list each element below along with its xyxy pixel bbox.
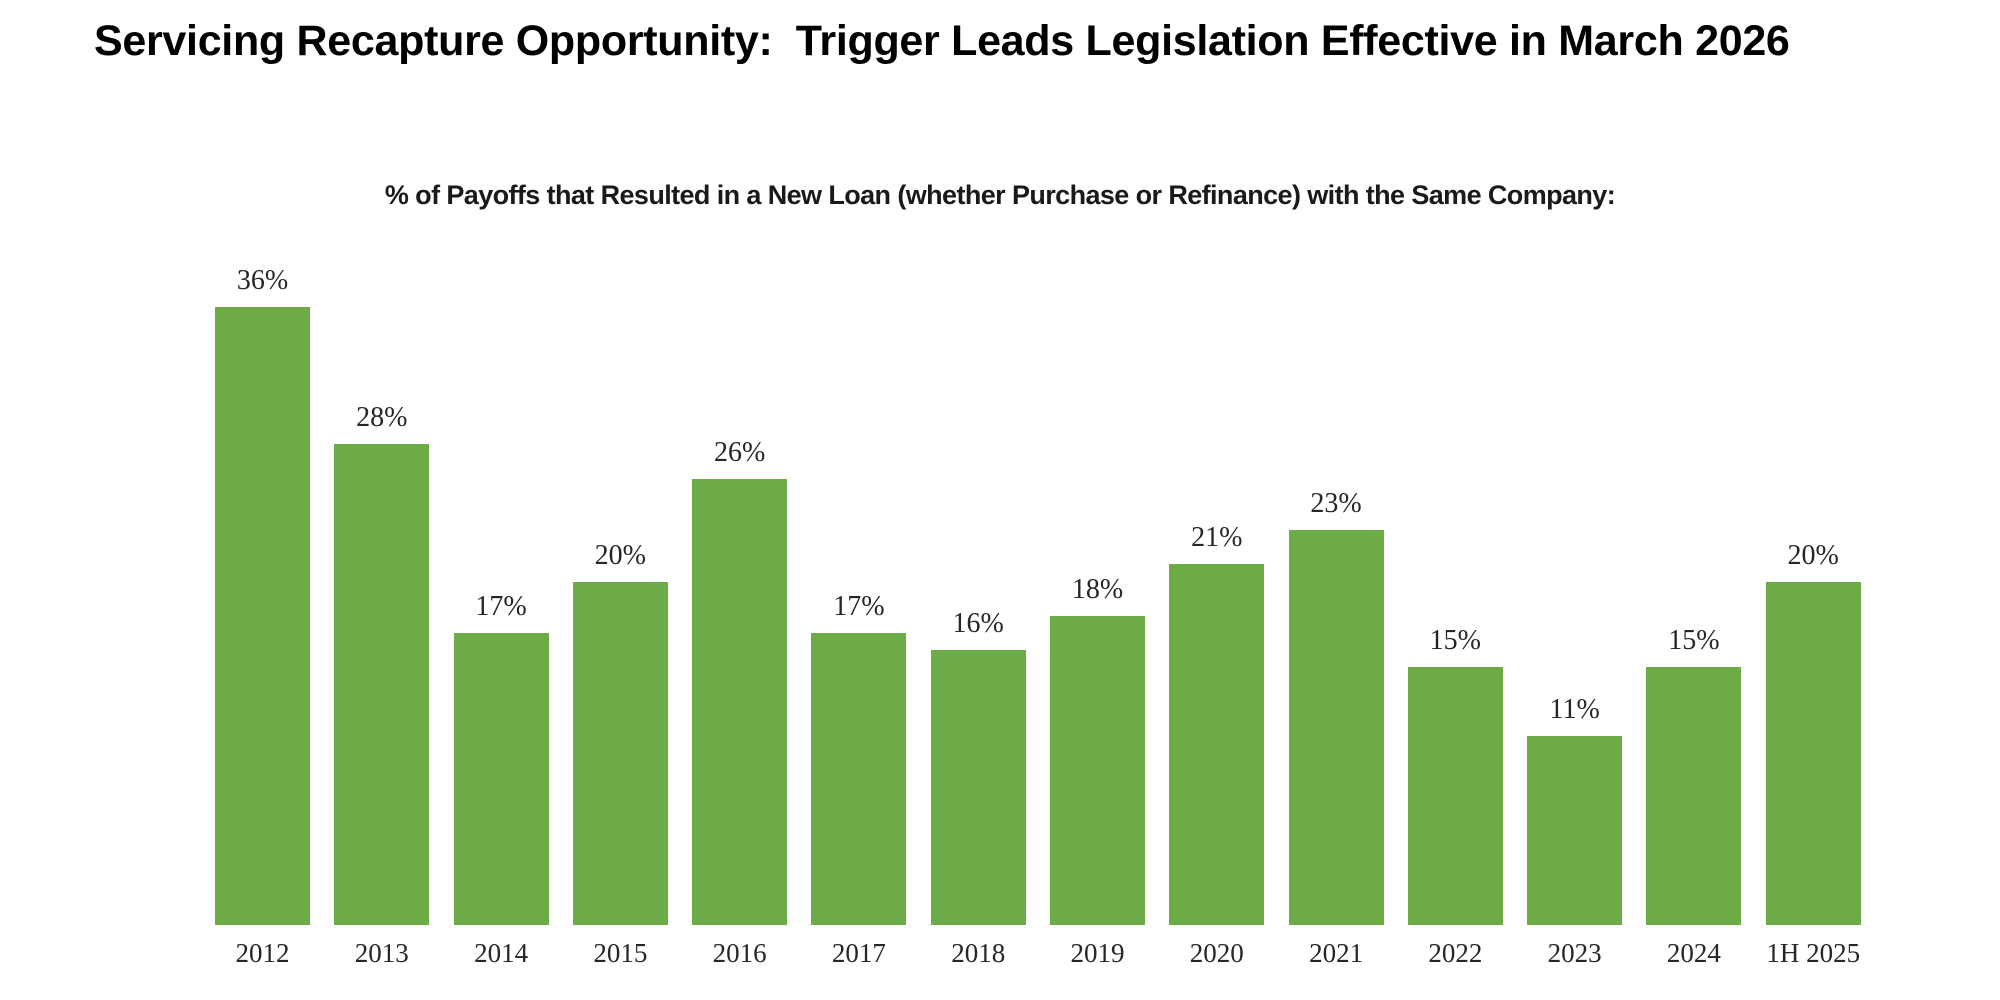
- x-axis-label: 2015: [593, 938, 648, 968]
- chart-plot-area: 36% 2012 28% 2013 17% 2014 20% 2015 26% 2016 17% 20…: [215, 120, 1885, 967]
- x-axis-label: 2018: [951, 938, 1006, 968]
- bar-group: 18% 2019: [1050, 120, 1145, 967]
- bar-value-label: 28%: [356, 402, 408, 434]
- bar: [930, 650, 1026, 925]
- bar-group: 28% 2013: [334, 120, 430, 967]
- bar-value-label: 17%: [475, 591, 527, 623]
- x-axis-label: 2020: [1189, 938, 1244, 968]
- x-axis-label: 2017: [831, 938, 886, 968]
- x-axis-label: 2023: [1547, 938, 1602, 968]
- bar-group: 17% 2014: [453, 120, 549, 967]
- bar-value-label: 18%: [1071, 573, 1124, 605]
- bar-group: 20% 2015: [572, 120, 668, 967]
- bar-group: 17% 2017: [811, 120, 907, 967]
- bar-group: 26% 2016: [692, 120, 788, 967]
- x-axis-label: 2012: [235, 938, 290, 968]
- bar-value-label: 16%: [952, 608, 1004, 640]
- bar-value-label: 36%: [236, 264, 289, 296]
- bar: [572, 581, 668, 925]
- bar-group: 23% 2021: [1288, 120, 1384, 967]
- x-axis-label: 1H 2025: [1766, 938, 1861, 968]
- bar-value-label: 20%: [1787, 539, 1839, 571]
- x-axis-label: 2019: [1070, 938, 1125, 968]
- bar: [1050, 615, 1145, 925]
- bar: [1646, 667, 1742, 925]
- bar-value-label: 15%: [1429, 625, 1482, 657]
- bar-group: 11% 2023: [1527, 120, 1623, 967]
- bar-value-label: 20%: [594, 539, 647, 571]
- bar-value-label: 23%: [1310, 488, 1362, 520]
- bar-value-label: 11%: [1549, 694, 1600, 726]
- x-axis-label: 2013: [354, 938, 409, 968]
- bar: [334, 444, 430, 925]
- bar: [811, 633, 907, 925]
- bar: [692, 478, 788, 925]
- x-axis-label: 2021: [1309, 938, 1364, 968]
- bar-chart: % of Payoffs that Resulted in a New Loan…: [0, 120, 2000, 1000]
- bar: [215, 306, 310, 925]
- bar: [1407, 667, 1503, 925]
- bar: [1527, 736, 1623, 925]
- bar-value-label: 17%: [833, 591, 885, 623]
- chart-title: % of Payoffs that Resulted in a New Loan…: [384, 180, 1616, 210]
- bar: [1169, 564, 1265, 925]
- page-title: Servicing Recapture Opportunity: Trigger…: [94, 17, 1790, 65]
- bar: [453, 633, 549, 925]
- bar: [1288, 530, 1384, 925]
- bar-group: 15% 2022: [1407, 120, 1503, 967]
- bar-group: 21% 2020: [1169, 120, 1265, 967]
- x-axis-label: 2016: [712, 938, 767, 968]
- bar-group: 15% 2024: [1646, 120, 1742, 967]
- bar-value-label: 15%: [1668, 625, 1720, 657]
- x-axis-label: 2024: [1666, 938, 1721, 968]
- x-axis-label: 2014: [474, 938, 529, 968]
- bar: [1765, 581, 1861, 925]
- bar-group: 20% 1H 2025: [1765, 120, 1861, 967]
- bar-value-label: 21%: [1191, 522, 1243, 554]
- x-axis-label: 2022: [1428, 938, 1483, 968]
- bar-group: 16% 2018: [930, 120, 1026, 967]
- bar-group: 36% 2012: [215, 120, 310, 967]
- bar-value-label: 26%: [713, 436, 766, 468]
